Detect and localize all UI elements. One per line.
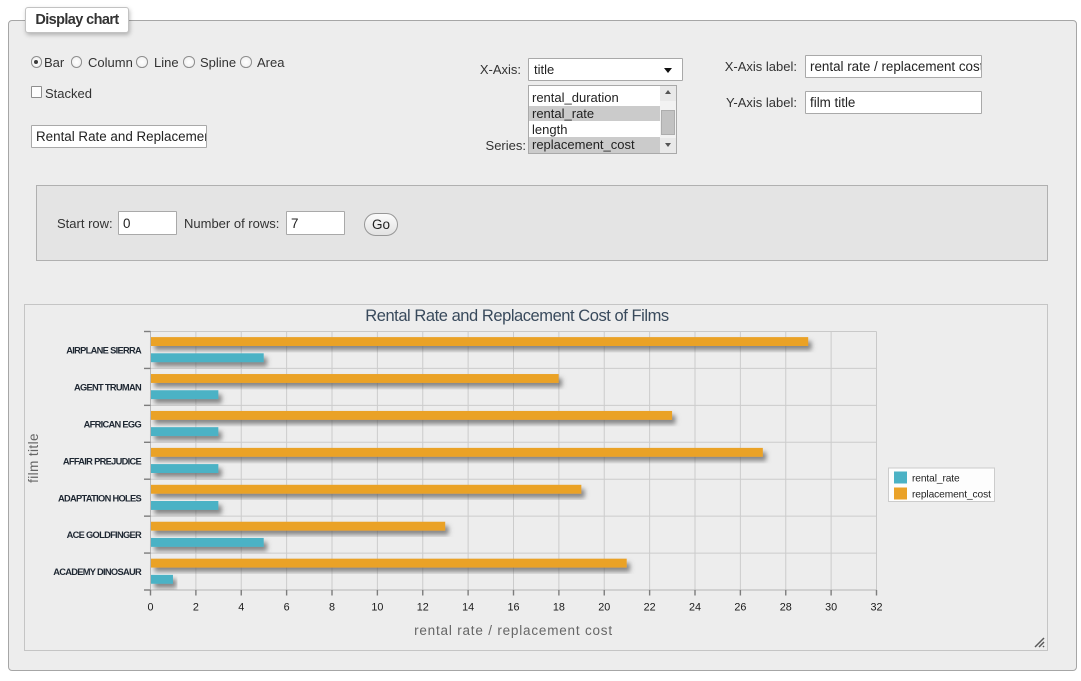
- svg-text:8: 8: [329, 602, 335, 614]
- svg-text:film title: film title: [26, 433, 41, 483]
- svg-text:ACADEMY DINOSAUR: ACADEMY DINOSAUR: [53, 567, 142, 577]
- svg-text:20: 20: [598, 602, 610, 614]
- svg-text:30: 30: [825, 602, 837, 614]
- svg-text:ADAPTATION HOLES: ADAPTATION HOLES: [58, 493, 141, 503]
- svg-text:ACE GOLDFINGER: ACE GOLDFINGER: [67, 530, 142, 540]
- svg-text:2: 2: [193, 602, 199, 614]
- svg-text:16: 16: [507, 602, 519, 614]
- svg-text:Rental Rate and Replacement Co: Rental Rate and Replacement Cost of Film…: [365, 307, 669, 325]
- svg-text:26: 26: [734, 602, 746, 614]
- svg-text:18: 18: [553, 602, 565, 614]
- svg-text:22: 22: [644, 602, 656, 614]
- svg-text:AGENT TRUMAN: AGENT TRUMAN: [74, 383, 142, 393]
- svg-text:AFRICAN EGG: AFRICAN EGG: [84, 419, 142, 429]
- svg-text:24: 24: [689, 602, 701, 614]
- svg-text:AIRPLANE SIERRA: AIRPLANE SIERRA: [66, 346, 142, 356]
- svg-text:12: 12: [417, 602, 429, 614]
- svg-text:rental_rate: rental_rate: [912, 474, 960, 485]
- svg-text:14: 14: [462, 602, 474, 614]
- svg-text:6: 6: [284, 602, 290, 614]
- svg-text:4: 4: [238, 602, 244, 614]
- svg-text:rental rate / replacement cost: rental rate / replacement cost: [414, 623, 613, 638]
- svg-text:0: 0: [147, 602, 153, 614]
- svg-text:32: 32: [870, 602, 882, 614]
- svg-text:10: 10: [371, 602, 383, 614]
- svg-text:replacement_cost: replacement_cost: [912, 490, 991, 501]
- svg-text:AFFAIR PREJUDICE: AFFAIR PREJUDICE: [63, 456, 142, 466]
- svg-text:28: 28: [780, 602, 792, 614]
